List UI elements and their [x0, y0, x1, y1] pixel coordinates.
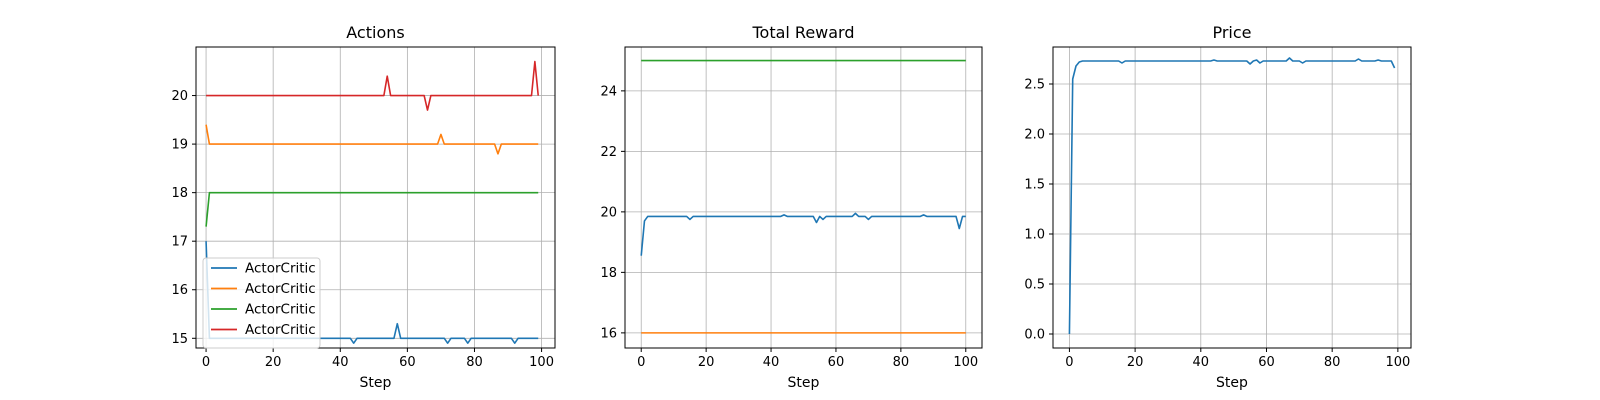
actions-y-tick-label: 15: [171, 332, 188, 347]
total-reward-chart: 0 20 40 60 80 100 16 18 20 22 24 Total Reward Step: [600, 23, 983, 391]
price-x-axis-label: Step: [1216, 375, 1248, 391]
actions-x-tick-label: 0: [202, 355, 210, 370]
actions-series-line-2: [205, 124, 539, 155]
total-reward-y-tick-label: 16: [600, 326, 617, 341]
price-x-tick-label: 80: [1324, 355, 1341, 370]
price-x-tick-label: 60: [1258, 355, 1275, 370]
total-reward-x-axis-label: Step: [788, 375, 820, 391]
actions-x-tick-label: 40: [332, 355, 349, 370]
actions-x-tick-label: 100: [529, 355, 554, 370]
actions-x-tick-label: 20: [265, 355, 282, 370]
price-x-tick-label: 100: [1385, 355, 1410, 370]
price-y-tick-label: 0.0: [1024, 328, 1045, 343]
total-reward-y-tick-label: 18: [600, 266, 617, 281]
actions-y-tick-label: 20: [171, 89, 188, 104]
total-reward-x-tick-label: 100: [953, 355, 978, 370]
total-reward-x-tick-label: 60: [828, 355, 845, 370]
total-reward-y-tick-label: 24: [600, 84, 617, 99]
total-reward-chart-title: Total Reward: [751, 23, 854, 42]
price-y-tick-label: 1.0: [1024, 228, 1045, 243]
price-y-tick-label: 2.0: [1024, 128, 1045, 143]
actions-legend-box: [202, 257, 321, 349]
total-reward-y-tick-label: 22: [600, 145, 617, 160]
total-reward-plot-area: 0 20 40 60 80 100 16 18 20 22 24: [600, 46, 983, 370]
price-chart: 0 20 40 60 80 100 0.0 0.5 1.0 1.5 2.0 2.5 Price Ste…: [1024, 23, 1412, 391]
price-plot-area: 0 20 40 60 80 100 0.0 0.5 1.0 1.5 2.0 2.5: [1024, 46, 1412, 370]
price-series-line-1: [1068, 57, 1396, 335]
price-x-tick-label: 40: [1193, 355, 1210, 370]
actions-plot-area: 0 20 40 60 80 100 15 16 17 18 19 20: [171, 46, 556, 370]
price-y-tick-label: 0.5: [1024, 278, 1045, 293]
actions-chart-title: Actions: [346, 23, 404, 42]
total-reward-y-tick-label: 20: [600, 205, 617, 220]
actions-x-tick-label: 60: [399, 355, 416, 370]
price-axes-frame: [1052, 46, 1412, 349]
price-chart-title: Price: [1212, 23, 1251, 42]
actions-series-line-4: [206, 60, 540, 111]
price-x-tick-label: 0: [1065, 355, 1073, 370]
total-reward-x-tick-label: 20: [698, 355, 715, 370]
total-reward-x-tick-label: 0: [637, 355, 645, 370]
actions-legend-label-4: ActorCritic: [245, 322, 316, 338]
actions-y-tick-label: 16: [171, 283, 188, 298]
total-reward-x-tick-label: 80: [893, 355, 910, 370]
actions-legend-label-1: ActorCritic: [245, 261, 316, 277]
actions-series-line-3: [205, 191, 539, 227]
actions-x-tick-label: 80: [466, 355, 483, 370]
price-y-tick-label: 2.5: [1024, 78, 1045, 93]
actions-axes-frame: [195, 46, 556, 349]
total-reward-x-tick-label: 40: [763, 355, 780, 370]
total-reward-axes-frame: [624, 46, 983, 349]
actions-y-tick-label: 17: [171, 235, 188, 250]
actions-legend-label-2: ActorCritic: [245, 281, 316, 297]
total-reward-series-line-1: [640, 212, 966, 256]
actions-y-tick-label: 19: [171, 138, 188, 153]
actions-legend-label-3: ActorCritic: [245, 302, 316, 318]
actions-legend: ActorCritic ActorCritic ActorCritic ActorCr…: [202, 257, 321, 349]
price-y-tick-label: 1.5: [1024, 178, 1045, 193]
price-x-tick-label: 20: [1127, 355, 1144, 370]
actions-chart: 0 20 40 60 80 100 15 16 17 18 19 20 Actions Step Ac…: [171, 23, 556, 391]
actions-y-tick-label: 18: [171, 186, 188, 201]
actions-x-axis-label: Step: [360, 375, 392, 391]
